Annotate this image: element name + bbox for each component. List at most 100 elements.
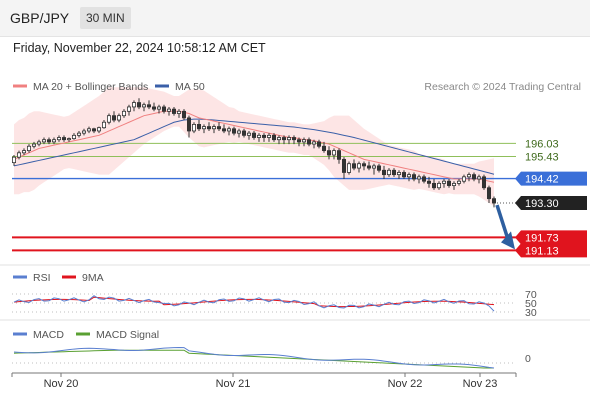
candle-body [456, 180, 461, 184]
candle-body [476, 176, 481, 180]
level-badge-194.42: 194.42 [515, 171, 587, 186]
candle-body [486, 187, 491, 200]
candle-body [301, 139, 306, 143]
candle-body [441, 180, 446, 184]
candle [196, 120, 201, 131]
candle-body [216, 126, 221, 130]
legend-macd-signal-label: MACD Signal [96, 329, 159, 341]
candle-body [461, 176, 466, 182]
level-badge-bg [515, 171, 587, 186]
candle [226, 126, 231, 136]
candle-body [196, 124, 201, 130]
candle-body [141, 104, 146, 108]
candle [131, 100, 136, 112]
candle [286, 135, 291, 145]
candle [271, 133, 276, 142]
candle [261, 133, 266, 142]
candle-body [26, 145, 31, 152]
candle [456, 179, 461, 186]
candle [316, 139, 321, 149]
candle-body [176, 110, 181, 114]
candle [151, 102, 156, 112]
candle [301, 137, 306, 147]
candle-body [226, 128, 231, 132]
level-label-196.03: 196.03 [525, 138, 559, 150]
candle [127, 104, 132, 116]
candle-body [62, 137, 67, 141]
candle [82, 128, 87, 136]
candle-body [466, 174, 471, 178]
level-badge-191.73: 191.73 [515, 230, 587, 245]
candle [366, 161, 371, 171]
candle-body [491, 198, 496, 204]
candle-body [331, 150, 336, 156]
candle [72, 133, 77, 140]
candle [371, 163, 376, 175]
candle [466, 172, 471, 182]
candle-body [341, 158, 346, 173]
candle [386, 168, 391, 177]
candle [396, 170, 401, 180]
candle [276, 135, 281, 145]
candle [67, 137, 72, 142]
candle [57, 135, 62, 142]
timeframe-badge[interactable]: 30 MIN [80, 7, 131, 29]
x-tick-label: Nov 21 [216, 378, 251, 390]
candle-body [266, 134, 271, 138]
candle-body [321, 145, 326, 152]
candle [381, 165, 386, 180]
candle [376, 163, 381, 173]
candle [47, 137, 52, 145]
candle [77, 130, 82, 138]
level-badge-text: 193.30 [525, 198, 559, 210]
level-badge-193.30: 193.30 [515, 196, 587, 211]
candle-body [52, 139, 57, 143]
candle [236, 128, 241, 138]
candle-body [416, 176, 421, 180]
candle-body [47, 139, 52, 143]
candle [216, 122, 221, 131]
candle [486, 185, 491, 204]
candle-body [42, 139, 47, 143]
chart-credit: Research © 2024 Trading Central [424, 81, 581, 93]
candle-body [391, 169, 396, 176]
top-bar: GBP/JPY 30 MIN [0, 0, 590, 37]
x-tick-label: Nov 22 [388, 378, 423, 390]
candle [436, 181, 441, 190]
candle [296, 137, 301, 147]
candle [411, 172, 416, 182]
candle [42, 137, 47, 145]
candle-body [16, 152, 21, 158]
candle-body [117, 115, 122, 121]
candle-body [276, 137, 281, 141]
candle-body [241, 130, 246, 136]
candle [52, 137, 57, 145]
legend-ma20-label: MA 20 + Bollinger Bands [33, 81, 148, 93]
candle-body [286, 137, 291, 141]
rsi-level-30: 30 [525, 307, 537, 319]
candle-body [471, 174, 476, 180]
legend-ma50-label: MA 50 [175, 81, 205, 93]
chart-datetime: Friday, November 22, 2024 10:58:12 AM CE… [13, 41, 266, 55]
candle [306, 137, 311, 147]
candle [206, 122, 211, 131]
candle [431, 179, 436, 190]
candle-body [97, 127, 102, 132]
candle [336, 148, 341, 164]
candle [331, 148, 336, 160]
candle-body [311, 141, 316, 145]
macd-level-0: 0 [525, 353, 531, 365]
candle [451, 181, 456, 190]
candle [176, 109, 181, 118]
level-label-195.43: 195.43 [525, 152, 559, 164]
candle [102, 120, 107, 129]
candle-body [186, 117, 191, 132]
level-badge-bg [515, 196, 587, 211]
candle-body [351, 163, 356, 169]
candle-body [37, 141, 42, 145]
candle [26, 144, 31, 153]
candle [356, 161, 361, 173]
candle-body [336, 150, 341, 160]
legend-rsi-ma-label: 9MA [82, 272, 104, 284]
forecast-arrow-shaft [495, 204, 510, 240]
